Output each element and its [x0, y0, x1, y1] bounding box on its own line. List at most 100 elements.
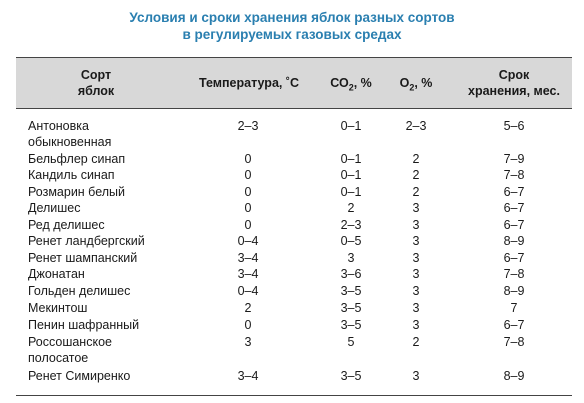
cell-co2: 3–6: [340, 267, 362, 281]
cell-term: 6–7: [503, 218, 525, 232]
table-row: Ренет Симиренко 3–4 3–5 3 8–9: [16, 368, 572, 384]
header-term-line-1: Срок: [498, 68, 530, 82]
header-co2: СО2, %: [319, 75, 383, 96]
cell-variety: Ренет ландбергский: [28, 234, 145, 248]
cell-o2: 3: [412, 201, 420, 215]
table-row: Розмарин белый 0 0–1 2 6–7: [16, 184, 572, 200]
header-variety-line-2: яблок: [77, 84, 115, 98]
cell-variety: Ренет Симиренко: [28, 369, 131, 383]
cell-co2: 3–5: [340, 369, 362, 383]
table-row: Ренет ландбергский 0–4 0–5 3 8–9: [16, 233, 572, 249]
cell-o2: 3: [412, 251, 420, 265]
cell-o2: 3: [412, 267, 420, 281]
header-co2-sub: 2: [348, 82, 354, 93]
table-row: Пенин шафранный 0 3–5 3 6–7: [16, 317, 572, 333]
cell-o2: 2: [412, 335, 420, 349]
header-o2-suffix: , %: [414, 76, 433, 90]
table-row: Кандиль синап 0 0–1 2 7–8: [16, 167, 572, 183]
cell-temperature: 3–4: [237, 369, 259, 383]
table-row: Джонатан 3–4 3–6 3 7–8: [16, 266, 572, 282]
cell-variety: Пенин шафранный: [28, 318, 140, 332]
cell-temperature: 0: [244, 201, 252, 215]
table-row: Бельфлер синап 0 0–1 2 7–9: [16, 151, 572, 167]
cell-co2: 3: [347, 251, 355, 265]
cell-co2: 3–5: [340, 284, 362, 298]
header-co2-suffix: , %: [353, 76, 372, 90]
cell-temperature: 0: [244, 318, 252, 332]
cell-term: 7–8: [503, 335, 525, 349]
cell-variety: Антоновка: [28, 119, 89, 133]
cell-term: 8–9: [503, 284, 525, 298]
cell-term: 7–8: [503, 267, 525, 281]
table-row: полосатое: [16, 350, 572, 366]
cell-o2: 2: [412, 168, 420, 182]
cell-co2: 0–5: [340, 234, 362, 248]
cell-co2: 3–5: [340, 301, 362, 315]
cell-term: 8–9: [503, 234, 525, 248]
cell-co2: 0–1: [340, 185, 362, 199]
cell-co2: 2–3: [340, 218, 362, 232]
cell-variety: Розмарин белый: [28, 185, 126, 199]
cell-temperature: 3–4: [237, 267, 259, 281]
cell-temperature: 3: [244, 335, 252, 349]
header-o2-prefix: О: [399, 76, 410, 90]
header-term: Срок хранения, мес.: [462, 67, 566, 99]
bottom-rule: [16, 395, 572, 396]
cell-co2: 0–1: [340, 152, 362, 166]
header-variety: Сорт яблок: [56, 67, 136, 99]
title-line-2: в регулируемых газовых средах: [182, 27, 402, 42]
table-row: обыкновенная: [16, 134, 572, 150]
cell-o2: 3: [412, 369, 420, 383]
cell-variety: Россошанское: [28, 335, 112, 349]
cell-o2: 3: [412, 218, 420, 232]
cell-variety: Джонатан: [28, 267, 85, 281]
cell-term: 6–7: [503, 251, 525, 265]
table-title: Условия и сроки хранения яблок разных со…: [0, 9, 584, 43]
cell-co2: 5: [347, 335, 355, 349]
cell-variety: обыкновенная: [28, 135, 112, 149]
cell-variety: Гольден делишес: [28, 284, 131, 298]
cell-o2: 2: [412, 185, 420, 199]
cell-temperature: 0: [244, 218, 252, 232]
cell-co2: 0–1: [340, 119, 362, 133]
cell-temperature: 0–4: [237, 234, 259, 248]
table-header: Сорт яблок Температура, ˚С СО2, % О2, % …: [16, 58, 572, 108]
cell-o2: 3: [412, 301, 420, 315]
table-row: Гольден делишес 0–4 3–5 3 8–9: [16, 283, 572, 299]
table-row: Антоновка 2–3 0–1 2–3 5–6: [16, 118, 572, 134]
cell-term: 7: [510, 301, 518, 315]
table-row: Ред делишес 0 2–3 3 6–7: [16, 217, 572, 233]
cell-temperature: 3–4: [237, 251, 259, 265]
cell-temperature: 0: [244, 168, 252, 182]
cell-o2: 2–3: [405, 119, 427, 133]
cell-co2: 0–1: [340, 168, 362, 182]
header-temperature: Температура, ˚С: [198, 76, 300, 90]
cell-term: 6–7: [503, 185, 525, 199]
cell-temperature: 0: [244, 152, 252, 166]
table-row: Ренет шампанский 3–4 3 3 6–7: [16, 250, 572, 266]
cell-variety: Кандиль синап: [28, 168, 115, 182]
cell-o2: 2: [412, 152, 420, 166]
title-line-1: Условия и сроки хранения яблок разных со…: [129, 10, 455, 25]
cell-o2: 3: [412, 284, 420, 298]
cell-variety: Ренет шампанский: [28, 251, 138, 265]
top-rule: [16, 57, 572, 58]
table-row: Россошанское 3 5 2 7–8: [16, 334, 572, 350]
cell-co2: 2: [347, 201, 355, 215]
cell-variety: полосатое: [28, 351, 89, 365]
cell-o2: 3: [412, 318, 420, 332]
table-row: Мекинтош 2 3–5 3 7: [16, 300, 572, 316]
header-o2-sub: 2: [409, 82, 415, 93]
cell-temperature: 2–3: [237, 119, 259, 133]
cell-term: 7–9: [503, 152, 525, 166]
cell-variety: Ред делишес: [28, 218, 105, 232]
cell-co2: 3–5: [340, 318, 362, 332]
header-term-line-2: хранения, мес.: [468, 84, 560, 98]
cell-term: 6–7: [503, 318, 525, 332]
header-co2-prefix: СО: [330, 76, 349, 90]
cell-temperature: 0–4: [237, 284, 259, 298]
cell-temperature: 2: [244, 301, 252, 315]
cell-variety: Бельфлер синап: [28, 152, 126, 166]
cell-term: 8–9: [503, 369, 525, 383]
table-row: Делишес 0 2 3 6–7: [16, 200, 572, 216]
